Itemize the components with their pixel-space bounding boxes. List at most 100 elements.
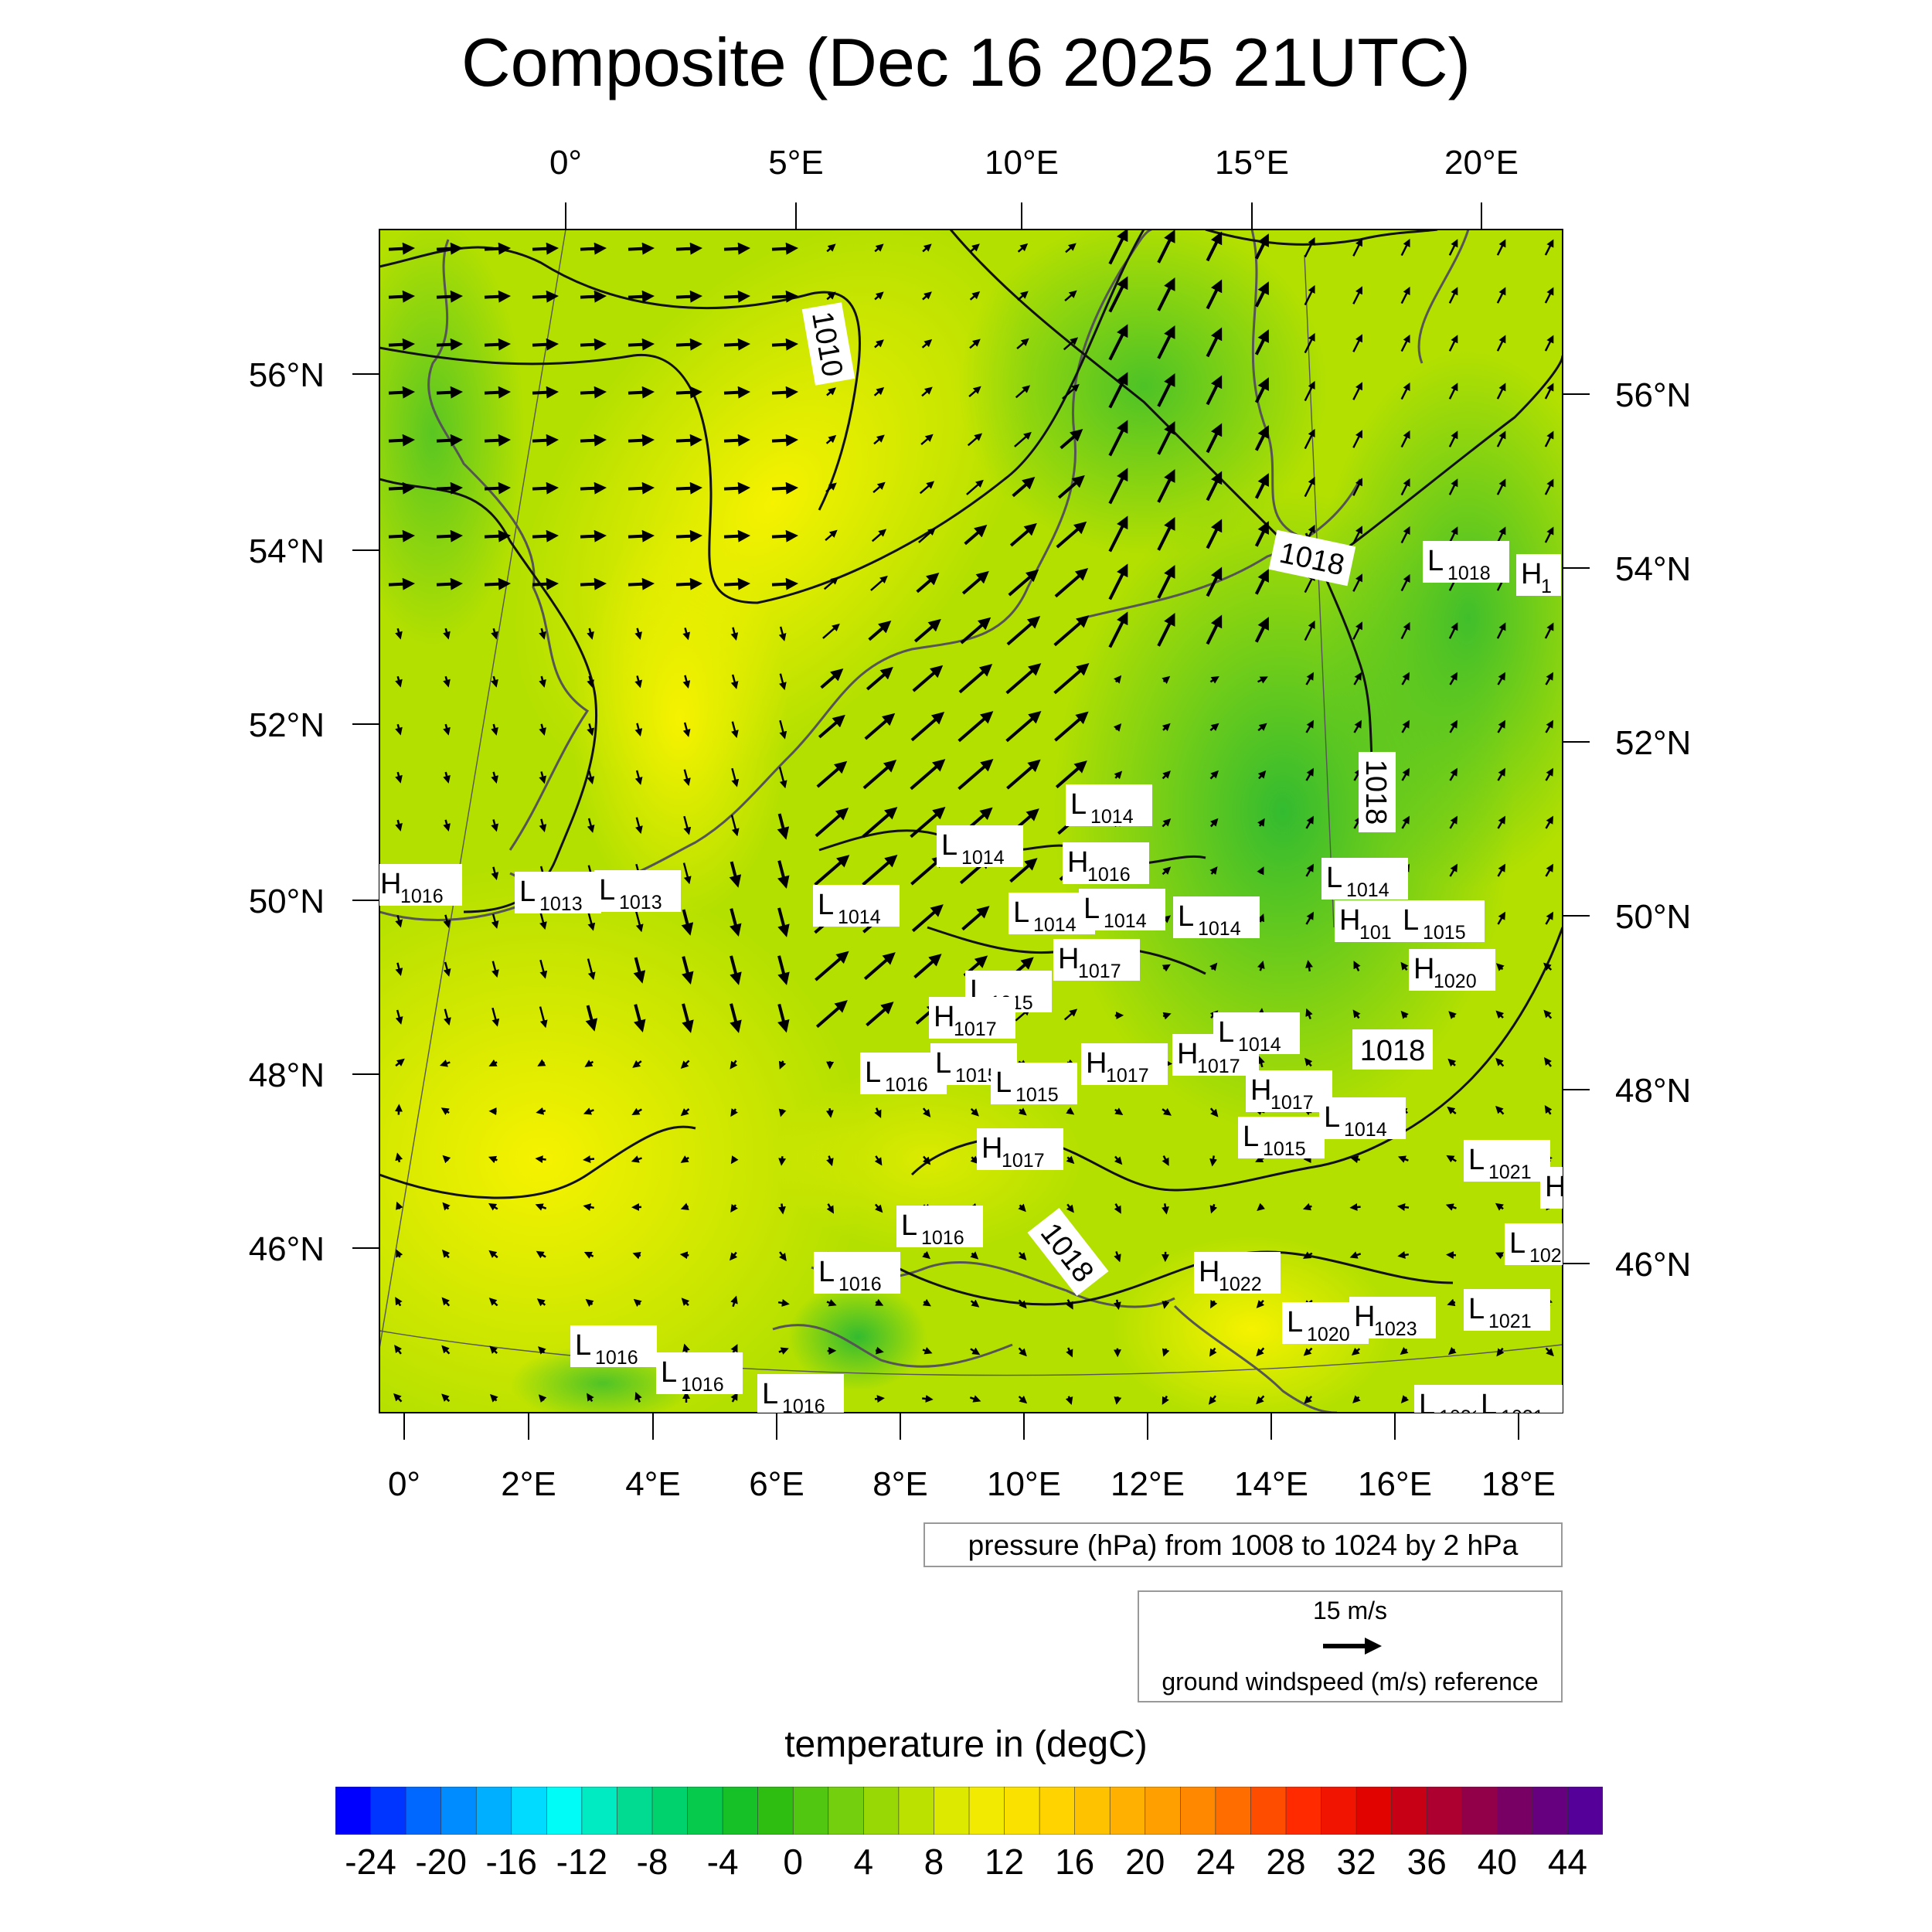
top-lon-label: 10°E — [985, 144, 1059, 182]
wind-arrow — [1057, 474, 1085, 499]
colorbar-label: 12 — [984, 1842, 1025, 1882]
wind-arrow — [1114, 1155, 1123, 1165]
colorbar-label: -24 — [345, 1842, 396, 1882]
wind-arrow — [1352, 238, 1362, 257]
wind-arrow — [683, 815, 692, 835]
wind-arrow — [583, 1203, 594, 1211]
wind-arrow — [1544, 526, 1554, 543]
bottom-lon-label: 12°E — [1111, 1465, 1185, 1503]
wind-arrow — [922, 291, 932, 301]
wind-arrow — [634, 723, 643, 737]
pressure-center-type: H — [1545, 1171, 1566, 1203]
wind-arrow — [538, 1394, 547, 1403]
pressure-center-value: 1014 — [1104, 910, 1147, 932]
wind-arrow — [1449, 672, 1458, 685]
pressure-center-value: 1016 — [400, 886, 444, 907]
wind-arrow — [730, 1295, 738, 1308]
wind-arrow — [1009, 858, 1038, 883]
wind-arrow — [1162, 1348, 1170, 1357]
wind-arrow — [874, 243, 884, 253]
wind-arrow — [1497, 719, 1506, 733]
wind-arrow — [1353, 719, 1362, 733]
bottom-lon-label: 4°E — [625, 1465, 680, 1503]
wind-arrow — [395, 628, 403, 640]
wind-arrow — [675, 242, 702, 255]
wind-arrow — [1448, 622, 1458, 639]
wind-arrow — [443, 961, 451, 977]
wind-arrow — [1108, 230, 1128, 265]
wind-arrow — [1206, 327, 1223, 358]
wind-arrow — [1448, 239, 1458, 256]
wind-arrow — [1400, 478, 1410, 496]
wind-arrow — [587, 723, 595, 736]
wind-arrow — [539, 1006, 548, 1029]
pressure-center-value: 1016 — [885, 1074, 928, 1096]
wind-arrow — [723, 290, 750, 303]
colorbar-segment — [335, 1787, 372, 1835]
wind-reference-description: ground windspeed (m/s) reference — [1162, 1668, 1539, 1696]
right-ticks — [1563, 393, 1590, 1264]
wind-arrow — [488, 1250, 498, 1259]
wind-arrow — [539, 723, 546, 736]
wind-arrow — [1495, 1010, 1505, 1019]
wind-arrow — [395, 675, 403, 688]
wind-arrow — [1496, 239, 1506, 256]
wind-arrow — [779, 673, 787, 691]
pressure-center-value: 1 — [1541, 576, 1552, 597]
wind-arrow — [491, 628, 498, 640]
wind-arrow — [1352, 573, 1362, 592]
wind-arrow — [585, 1005, 598, 1032]
pressure-center-value: 1015 — [1423, 922, 1466, 944]
pressure-center-value: 1023 — [1374, 1318, 1417, 1340]
wind-arrow — [1209, 1347, 1217, 1357]
wind-arrow — [634, 1391, 642, 1403]
wind-arrow — [966, 479, 984, 495]
wind-arrow — [532, 577, 559, 590]
plot-frame — [379, 229, 1563, 1413]
left-lat-label: 50°N — [249, 883, 325, 920]
wind-arrow — [1114, 770, 1123, 780]
wind-arrow — [538, 1346, 546, 1355]
wind-arrow — [536, 1298, 546, 1307]
wind-arrow — [1400, 961, 1409, 971]
wind-arrow — [535, 1155, 546, 1164]
wind-arrow — [777, 955, 790, 985]
wind-arrow — [957, 711, 994, 743]
wind-arrow — [1545, 672, 1554, 685]
wind-arrow — [730, 1060, 738, 1070]
wind-arrow — [730, 1392, 738, 1403]
colorbar-label: 24 — [1196, 1842, 1236, 1882]
wind-arrow — [1448, 1011, 1457, 1019]
wind-arrow — [1545, 863, 1554, 877]
wind-arrow — [970, 1347, 981, 1355]
wind-arrow — [969, 338, 981, 349]
colorbar-segment — [511, 1787, 548, 1835]
wind-arrow — [1108, 276, 1128, 313]
pressure-center-value: 102 — [1529, 1245, 1562, 1267]
wind-arrow — [777, 1003, 790, 1033]
wind-arrow — [1495, 963, 1505, 971]
wind-arrow — [631, 1107, 642, 1116]
wind-arrow — [777, 1203, 786, 1215]
pressure-center-value: 1014 — [1344, 1119, 1387, 1141]
wind-arrow — [395, 819, 403, 832]
wind-arrow — [484, 577, 511, 590]
wind-arrow — [823, 577, 839, 590]
wind-arrow — [777, 860, 790, 889]
pressure-center-type: L — [1013, 896, 1029, 929]
wind-arrow — [1448, 287, 1458, 304]
wind-arrow — [922, 1107, 931, 1117]
wind-arrow — [1157, 517, 1175, 551]
wind-arrow — [585, 1298, 594, 1308]
wind-arrow — [1397, 1155, 1409, 1163]
colorbar-segment — [757, 1787, 794, 1835]
colorbar-segment — [1004, 1787, 1041, 1835]
wind-arrow — [1054, 711, 1089, 742]
wind-arrow — [825, 482, 837, 493]
wind-arrow — [633, 1298, 642, 1308]
colorbar-segment — [651, 1787, 689, 1835]
wind-arrow — [441, 1345, 451, 1355]
wind-arrow — [1448, 335, 1458, 352]
